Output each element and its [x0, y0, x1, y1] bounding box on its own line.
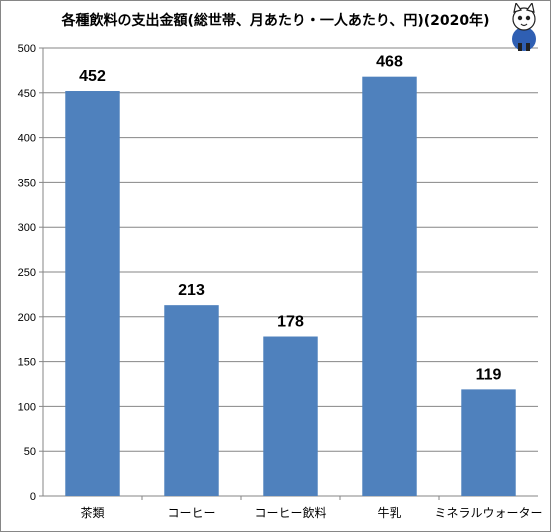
data-label: 178: [277, 314, 304, 331]
bar: [65, 91, 120, 497]
y-tick-label: 150: [18, 357, 36, 369]
y-tick-label: 200: [18, 312, 36, 324]
x-tick-label: コーヒー飲料: [254, 505, 326, 520]
x-tick-label: 牛乳: [377, 505, 401, 520]
bar: [164, 305, 219, 496]
y-tick-label: 400: [18, 133, 36, 145]
y-tick-label: 350: [18, 177, 36, 189]
x-tick-label: コーヒー: [167, 506, 215, 520]
y-tick-label: 300: [18, 222, 36, 234]
cat-mascot-icon: [512, 3, 536, 51]
y-tick-label: 250: [18, 267, 36, 279]
y-tick-label: 50: [24, 446, 36, 458]
y-tick-label: 500: [18, 43, 36, 55]
data-label: 468: [376, 54, 403, 71]
y-tick-label: 0: [30, 491, 36, 503]
data-label: 452: [79, 68, 106, 85]
bar: [263, 336, 318, 496]
data-label: 213: [178, 282, 205, 299]
x-tick-label: ミネラルウォーター: [434, 506, 542, 520]
bar: [461, 389, 516, 496]
bar: [362, 76, 417, 496]
y-tick-label: 100: [18, 401, 36, 413]
chart-title: 各種飲料の支出金額(総世帯、月あたり・一人あたり、円)(2020年): [61, 13, 490, 29]
x-tick-label: 茶類: [80, 505, 104, 520]
data-label: 119: [476, 366, 502, 383]
y-tick-label: 450: [18, 88, 36, 100]
